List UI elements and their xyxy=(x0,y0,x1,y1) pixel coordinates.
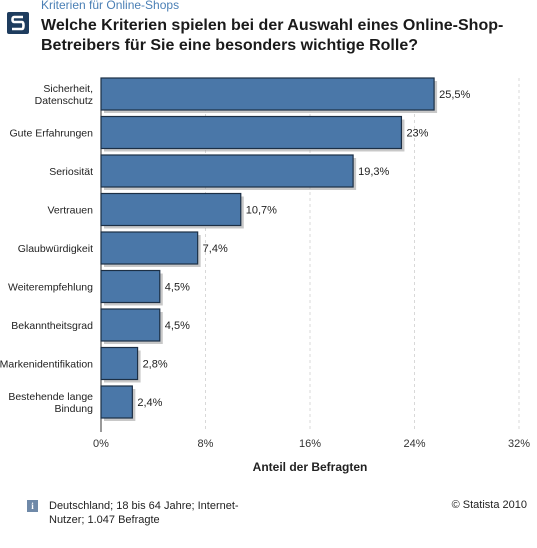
bar xyxy=(100,231,199,265)
bar-value-label: 2,8% xyxy=(143,359,168,371)
category-label: Bindung xyxy=(54,403,93,415)
copyright: © Statista 2010 xyxy=(451,499,527,511)
category-label: Seriosität xyxy=(49,166,93,178)
bar-value-label: 19,3% xyxy=(358,166,389,178)
x-tick-label: 16% xyxy=(299,438,321,450)
bar xyxy=(100,77,435,111)
category-label: Sicherheit, xyxy=(43,83,93,95)
bar xyxy=(100,154,354,188)
bar xyxy=(100,115,403,150)
category-label: Weiterempfehlung xyxy=(8,282,93,294)
category-label: Gute Erfahrungen xyxy=(10,128,94,140)
bar-value-label: 4,5% xyxy=(165,320,190,332)
bar xyxy=(100,269,161,304)
x-tick-label: 24% xyxy=(403,438,425,450)
bar xyxy=(100,346,139,381)
bar-value-label: 25,5% xyxy=(439,89,470,101)
category-label: Markenidentifikation xyxy=(0,359,93,371)
x-tick-label: 0% xyxy=(93,438,109,450)
source-note: Deutschland; 18 bis 64 Jahre; Internet-N… xyxy=(49,500,239,526)
category-label: Vertrauen xyxy=(47,205,93,217)
bar xyxy=(100,385,133,419)
category-label: Datenschutz xyxy=(35,95,93,107)
x-tick-label: 8% xyxy=(198,438,214,450)
category-label: Bekanntheitsgrad xyxy=(11,320,93,332)
category-label: Bestehende lange xyxy=(8,391,93,403)
bar-value-label: 10,7% xyxy=(246,205,277,217)
x-axis-label: Anteil der Befragten xyxy=(252,460,368,474)
chart-kicker: Kriterien für Online-Shops xyxy=(41,0,180,12)
bar-value-label: 23% xyxy=(406,128,428,140)
bar xyxy=(100,308,161,342)
bar-value-label: 7,4% xyxy=(203,243,228,255)
statista-logo-icon xyxy=(7,12,29,34)
category-label: Glaubwürdigkeit xyxy=(18,243,93,255)
info-icon[interactable]: i xyxy=(27,500,38,512)
bar-value-label: 2,4% xyxy=(137,397,162,409)
bar-chart: 0% 8% 16% 24% 32% 25,5% Sicherheit,Datenschutz… xyxy=(0,77,530,450)
bar xyxy=(100,192,242,227)
chart-title: Welche Kriterien spielen bei der Auswahl… xyxy=(41,17,504,54)
bar-value-label: 4,5% xyxy=(165,282,190,294)
x-tick-label: 32% xyxy=(508,438,530,450)
